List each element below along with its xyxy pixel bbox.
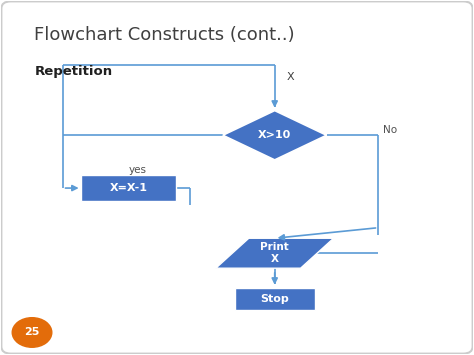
Polygon shape [216,238,334,268]
FancyBboxPatch shape [235,288,315,311]
Text: Stop: Stop [260,294,289,304]
Text: Print
X: Print X [260,242,289,264]
FancyBboxPatch shape [82,175,176,201]
Text: X: X [286,72,294,82]
Text: Repetition: Repetition [35,65,112,78]
Text: Flowchart Constructs (cont..): Flowchart Constructs (cont..) [35,26,295,44]
Text: X=X-1: X=X-1 [109,183,147,193]
Polygon shape [223,110,327,160]
Text: No: No [383,125,397,135]
Text: yes: yes [129,165,147,175]
Text: 25: 25 [24,327,40,338]
Circle shape [12,318,52,347]
Text: X>10: X>10 [258,130,292,140]
